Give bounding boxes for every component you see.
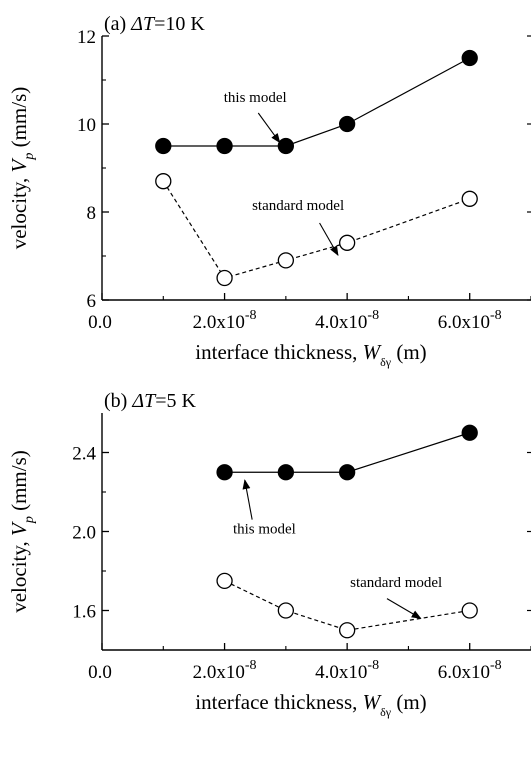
y-axis-label: velocity, Vp (mm/s) bbox=[7, 450, 37, 613]
annotation-arrow bbox=[319, 222, 339, 256]
x-tick-label: 4.0x10-8 bbox=[315, 308, 379, 333]
annotation-arrow bbox=[386, 598, 422, 619]
y-axis-label-text: velocity, bbox=[7, 172, 31, 249]
panel-b: 1.62.02.40.0 2.0x10-8 4.0x10-8 6.0x10-8(b) Δ… bbox=[7, 390, 531, 719]
annotation-arrow bbox=[257, 112, 281, 144]
x-tick-label: 2.0x10-8 bbox=[193, 658, 257, 683]
x-axis-label: interface thickness, Wδγ (m) bbox=[195, 340, 426, 369]
x-axis-label-text: interface thickness, bbox=[195, 340, 362, 364]
delta-t-symbol: ΔT bbox=[131, 390, 157, 412]
data-point-this-model bbox=[338, 464, 356, 481]
y-axis-label-unit: (mm/s) bbox=[7, 87, 31, 153]
x-tick-exponent: -8 bbox=[490, 658, 502, 673]
y-axis-label-var: V bbox=[7, 521, 31, 536]
annotation-label: standard model bbox=[350, 575, 442, 591]
x-axis-label-var: W bbox=[363, 690, 383, 714]
y-axis-label-subscript: p bbox=[22, 516, 37, 524]
x-tick-label: 2.0x10-8 bbox=[193, 308, 257, 333]
data-point-standard-model bbox=[461, 190, 478, 207]
series-line-this-model bbox=[224, 432, 470, 473]
x-axis-label-unit: (m) bbox=[391, 340, 427, 364]
x-axis-label-text: interface thickness, bbox=[195, 690, 362, 714]
x-axis-label-unit: (m) bbox=[391, 690, 427, 714]
y-tick-label: 10 bbox=[77, 115, 96, 136]
x-axis-label: interface thickness, Wδγ (m) bbox=[195, 690, 426, 719]
y-tick-label: 2.4 bbox=[72, 444, 96, 465]
x-tick-mantissa: 0.0 bbox=[88, 312, 112, 333]
x-tick-mantissa: 6.0x10 bbox=[438, 662, 490, 683]
delta-t-value: =10 K bbox=[154, 13, 205, 35]
x-tick-mantissa: 2.0x10 bbox=[193, 662, 245, 683]
data-point-standard-model bbox=[216, 269, 233, 287]
data-point-standard-model bbox=[277, 252, 295, 269]
data-point-this-model bbox=[277, 464, 295, 481]
x-tick-mantissa: 4.0x10 bbox=[315, 662, 367, 683]
panel-title: (a) ΔT=10 K bbox=[104, 13, 205, 35]
x-tick-exponent: -8 bbox=[367, 658, 379, 673]
x-tick-exponent: -8 bbox=[367, 308, 379, 323]
y-tick-label: 2.0 bbox=[72, 523, 96, 544]
x-tick-exponent: -8 bbox=[490, 308, 502, 323]
data-point-standard-model bbox=[338, 622, 356, 639]
x-tick-mantissa: 4.0x10 bbox=[315, 312, 367, 333]
x-tick-label: 6.0x10-8 bbox=[438, 308, 502, 333]
data-point-this-model bbox=[461, 424, 478, 441]
x-tick-exponent: -8 bbox=[245, 658, 257, 673]
data-point-this-model bbox=[338, 115, 356, 133]
x-tick-label: 0.0 bbox=[88, 312, 112, 333]
y-axis-label-text: velocity, bbox=[7, 536, 31, 613]
data-point-standard-model bbox=[277, 602, 295, 619]
data-point-this-model bbox=[277, 137, 295, 155]
series-line-this-model bbox=[163, 57, 470, 147]
panel-label: (b) bbox=[104, 390, 127, 412]
x-axis-label-var: W bbox=[363, 340, 383, 364]
x-tick-exponent: -8 bbox=[245, 308, 257, 323]
series-line-standard-model bbox=[224, 580, 470, 631]
data-point-standard-model bbox=[461, 602, 478, 619]
y-axis-label: velocity, Vp (mm/s) bbox=[7, 87, 37, 250]
data-point-this-model bbox=[216, 137, 233, 155]
data-point-this-model bbox=[155, 137, 172, 155]
y-axis-label-subscript: p bbox=[22, 153, 37, 161]
data-point-standard-model bbox=[216, 572, 233, 590]
data-point-standard-model bbox=[338, 234, 356, 251]
panel-label: (a) bbox=[104, 13, 126, 35]
annotation-label: this model bbox=[224, 90, 287, 106]
annotation-label: this model bbox=[233, 521, 296, 537]
annotation-arrow bbox=[242, 479, 253, 520]
y-tick-label: 12 bbox=[77, 27, 96, 48]
x-tick-label: 6.0x10-8 bbox=[438, 658, 502, 683]
annotation-label: standard model bbox=[252, 198, 344, 214]
panel-title: (b) ΔT=5 K bbox=[104, 390, 196, 412]
series-line-standard-model bbox=[162, 180, 470, 279]
data-point-standard-model bbox=[155, 173, 172, 190]
x-axis-label-subscript: δγ bbox=[380, 355, 392, 369]
delta-t-symbol: ΔT bbox=[130, 13, 156, 35]
x-tick-mantissa: 2.0x10 bbox=[193, 312, 245, 333]
x-tick-label: 0.0 bbox=[88, 662, 112, 683]
x-tick-label: 4.0x10-8 bbox=[315, 658, 379, 683]
data-point-this-model bbox=[216, 464, 233, 481]
y-tick-label: 6 bbox=[87, 291, 97, 312]
x-tick-mantissa: 6.0x10 bbox=[438, 312, 490, 333]
y-tick-label: 1.6 bbox=[72, 602, 96, 623]
y-tick-label: 8 bbox=[87, 203, 97, 224]
y-axis-label-var: V bbox=[7, 157, 31, 172]
x-tick-mantissa: 0.0 bbox=[88, 662, 112, 683]
y-axis-label-unit: (mm/s) bbox=[7, 450, 31, 516]
data-point-this-model bbox=[461, 49, 478, 67]
x-axis-label-subscript: δγ bbox=[380, 705, 392, 719]
delta-t-value: =5 K bbox=[155, 390, 196, 412]
